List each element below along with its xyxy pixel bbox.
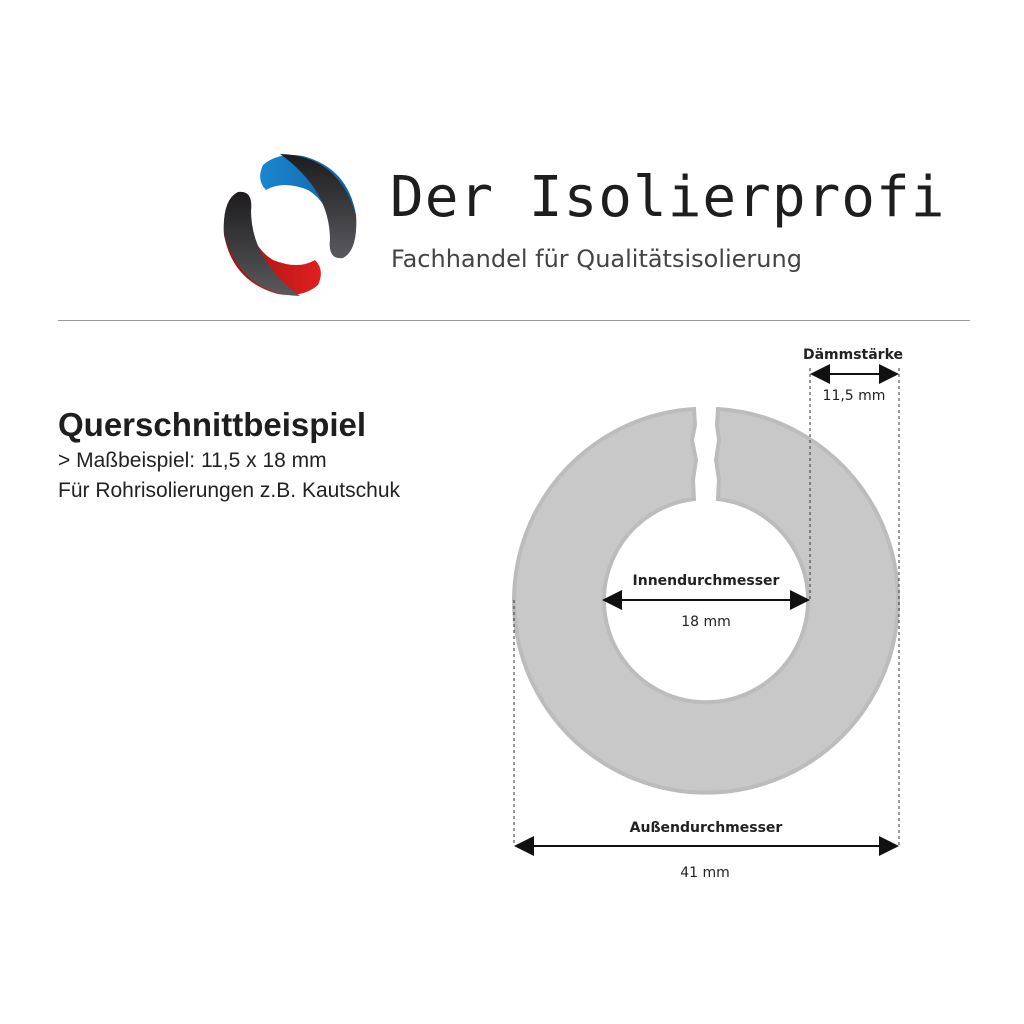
usage-note: Für Rohrisolierungen z.B. Kautschuk bbox=[58, 479, 400, 502]
thickness-label: Dämmstärke bbox=[803, 347, 903, 363]
brand-tagline: Fachhandel für Qualitätsisolierung bbox=[391, 245, 802, 273]
thickness-value: 11,5 mm bbox=[823, 388, 886, 404]
outer-diameter-value: 41 mm bbox=[680, 865, 730, 881]
insulation-ring bbox=[512, 406, 900, 795]
dimension-example: > Maßbeispiel: 11,5 x 18 mm bbox=[58, 449, 327, 472]
logo-icon bbox=[223, 154, 357, 296]
guide-lines bbox=[513, 368, 900, 846]
divider bbox=[58, 320, 970, 321]
section-title: Querschnittbeispiel bbox=[58, 406, 367, 443]
inner-diameter-label: Innendurchmesser bbox=[633, 573, 780, 589]
brand-name: Der Isolierprofi bbox=[390, 165, 946, 230]
inner-diameter-value: 18 mm bbox=[681, 614, 731, 630]
outer-diameter-label: Außendurchmesser bbox=[630, 820, 783, 836]
